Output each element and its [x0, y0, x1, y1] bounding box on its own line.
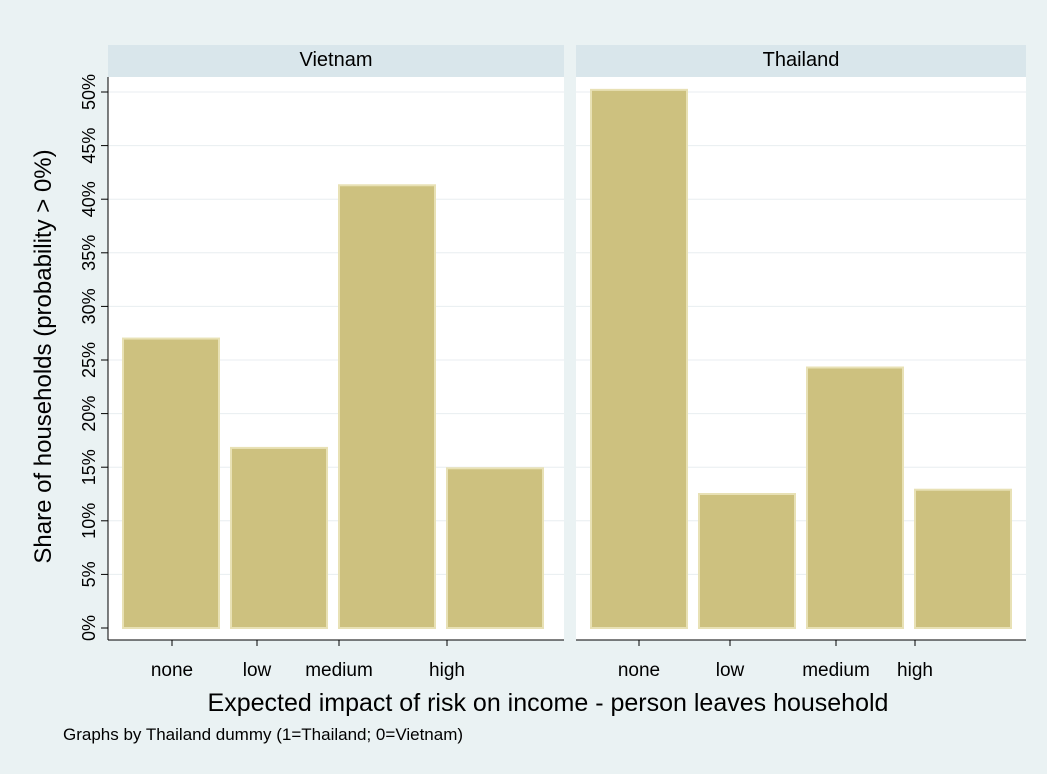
panel-title-vietnam: Vietnam — [299, 49, 372, 71]
panel-header-thailand — [576, 45, 1026, 77]
y-axis-title: Share of households (probability > 0%) — [30, 149, 57, 563]
x-tick-label-thailand-low: low — [716, 660, 745, 681]
bar-vietnam-low — [230, 446, 328, 629]
graph-note: Graphs by Thailand dummy (1=Thailand; 0=… — [63, 725, 463, 744]
y-tick-label-15: 15% — [79, 449, 99, 485]
y-tick-label-25: 25% — [79, 342, 99, 378]
y-tick-label-50: 50% — [79, 74, 99, 110]
bar-thailand-none — [590, 88, 688, 629]
y-tick-label-5: 5% — [79, 561, 99, 587]
y-tick-label-20: 20% — [79, 396, 99, 432]
bar-vietnam-high — [446, 467, 544, 629]
bar-thailand-high — [914, 488, 1012, 629]
y-tick-label-35: 35% — [79, 235, 99, 271]
x-tick-label-thailand-none: none — [618, 660, 660, 681]
y-tick-label-10: 10% — [79, 503, 99, 539]
panel-title-thailand: Thailand — [763, 49, 840, 71]
y-tick-label-45: 45% — [79, 128, 99, 164]
panel-header-vietnam — [108, 45, 564, 77]
x-tick-label-vietnam-none: none — [151, 660, 193, 681]
y-tick-label-40: 40% — [79, 181, 99, 217]
bar-vietnam-medium — [338, 184, 436, 629]
y-tick-label-30: 30% — [79, 288, 99, 324]
x-tick-label-thailand-medium: medium — [802, 660, 870, 681]
y-tick-label-0: 0% — [79, 615, 99, 641]
bar-thailand-medium — [806, 366, 904, 629]
x-tick-label-vietnam-high: high — [429, 660, 465, 681]
x-tick-label-thailand-high: high — [897, 660, 933, 681]
x-tick-label-vietnam-medium: medium — [305, 660, 373, 681]
bar-thailand-low — [698, 493, 796, 629]
bar-vietnam-none — [122, 337, 220, 629]
x-tick-label-vietnam-low: low — [243, 660, 272, 681]
x-axis-title: Expected impact of risk on income - pers… — [208, 689, 889, 717]
